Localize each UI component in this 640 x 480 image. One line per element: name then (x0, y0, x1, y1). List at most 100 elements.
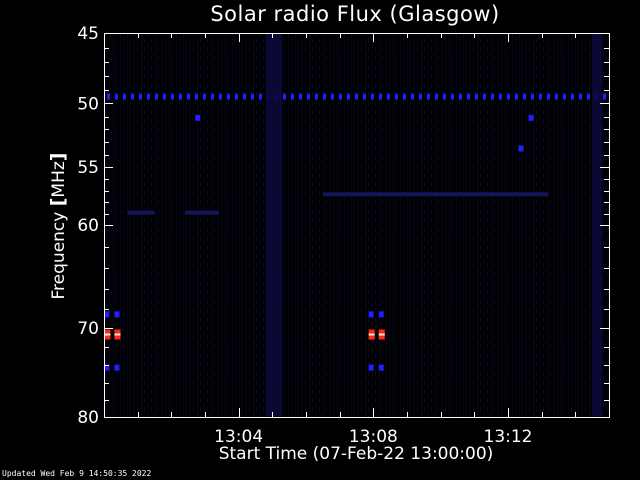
x-tick-label: 13:12 (484, 427, 533, 447)
interference-band-dash (307, 93, 310, 100)
interference-band-dash (563, 93, 566, 100)
interference-band-dash (123, 93, 126, 100)
interference-band-dash (179, 93, 182, 100)
burst-point (378, 364, 384, 371)
burst-point-peak (378, 333, 385, 336)
interference-band-dash (339, 93, 342, 100)
interference-band-dash (427, 93, 430, 100)
interference-band-dash (515, 93, 518, 100)
interference-band-dash (443, 93, 446, 100)
interference-band-dash (243, 93, 246, 100)
interference-band-dash (371, 93, 374, 100)
interference-band-dash (387, 93, 390, 100)
interference-band-dash (603, 93, 606, 100)
interference-band-dash (195, 93, 198, 100)
interference-band-dash (115, 93, 118, 100)
interference-band-dash (139, 93, 142, 100)
burst-point (368, 364, 374, 371)
interference-band-dash (491, 93, 494, 100)
interference-band-dash (539, 93, 542, 100)
burst-point (114, 311, 120, 318)
burst-point (368, 311, 374, 318)
interference-band-dash (451, 93, 454, 100)
chart-title: Solar radio Flux (Glasgow) (210, 2, 500, 26)
interference-band-dash (555, 93, 558, 100)
interference-band-dash (507, 93, 510, 100)
interference-band-dash (395, 93, 398, 100)
interference-band (322, 192, 549, 197)
interference-band-dash (227, 93, 230, 100)
y-axis-title-bracket: [ (47, 197, 69, 207)
interference-band (127, 210, 155, 215)
plot-area-background (104, 33, 609, 417)
burst-point-peak (368, 333, 375, 336)
interference-band-dash (107, 93, 110, 100)
interference-band-dash (147, 93, 150, 100)
burst-point-peak (104, 333, 111, 336)
interference-band-dash (331, 93, 334, 100)
interference-band-dash (211, 93, 214, 100)
interference-band-dash (459, 93, 462, 100)
vertical-burst-band (592, 34, 603, 416)
burst-point (104, 364, 110, 371)
y-tick-label: 60 (77, 216, 99, 236)
tick-labels: 13:04 13:08 13:12 45 50 55 60 70 80 (77, 24, 532, 447)
interference-band-dash (587, 93, 590, 100)
burst-point (114, 364, 120, 371)
x-tick-label: 13:04 (214, 427, 263, 447)
interference-band-dash (219, 93, 222, 100)
interference-band-dash (379, 93, 382, 100)
interference-band-dash (131, 93, 134, 100)
interference-band-dash (187, 93, 190, 100)
y-axis-title-text: Frequency [MHz] (47, 152, 69, 300)
interference-band-dash (291, 93, 294, 100)
interference-band-dash (499, 93, 502, 100)
interference-band-dash (171, 93, 174, 100)
burst-point (518, 145, 524, 152)
y-tick-label: 70 (77, 319, 99, 339)
y-tick-label: 55 (77, 158, 99, 178)
interference-band (184, 210, 219, 215)
interference-band-dash (403, 93, 406, 100)
interference-band-dash (411, 93, 414, 100)
interference-band-dash (259, 93, 262, 100)
interference-band-dash (467, 93, 470, 100)
interference-band-dash (203, 93, 206, 100)
interference-band-dash (283, 93, 286, 100)
interference-band-dash (235, 93, 238, 100)
interference-band-dash (163, 93, 166, 100)
interference-band-dash (523, 93, 526, 100)
y-tick-label: 80 (77, 408, 99, 428)
y-axis-title: Frequency [MHz] (47, 153, 69, 300)
interference-band-dash (435, 93, 438, 100)
interference-band-dash (475, 93, 478, 100)
y-axis-title-bracket: ] (47, 152, 69, 162)
burst-point-peak (114, 333, 121, 336)
interference-band-dash (251, 93, 254, 100)
spectrogram-features (104, 34, 606, 416)
vertical-burst-band (265, 34, 283, 416)
interference-band-dash (347, 93, 350, 100)
updated-timestamp: Updated Wed Feb 9 14:50:35 2022 (2, 469, 152, 478)
interference-band-dash (483, 93, 486, 100)
interference-band-dash (363, 93, 366, 100)
interference-band-dash (155, 93, 158, 100)
y-tick-label: 45 (77, 24, 99, 44)
interference-band-dash (579, 93, 582, 100)
interference-band-dash (355, 93, 358, 100)
burst-point (378, 311, 384, 318)
interference-band-dash (571, 93, 574, 100)
interference-band-dash (547, 93, 550, 100)
axes-ticks (104, 33, 609, 417)
burst-point (528, 114, 534, 121)
interference-band-dash (531, 93, 534, 100)
interference-band-dash (315, 93, 318, 100)
interference-band-dash (419, 93, 422, 100)
x-tick-label: 13:08 (349, 427, 398, 447)
burst-point (195, 114, 201, 121)
y-tick-label: 50 (77, 94, 99, 114)
x-axis-title: Start Time (07-Feb-22 13:00:00) (218, 444, 494, 464)
interference-band-dash (323, 93, 326, 100)
